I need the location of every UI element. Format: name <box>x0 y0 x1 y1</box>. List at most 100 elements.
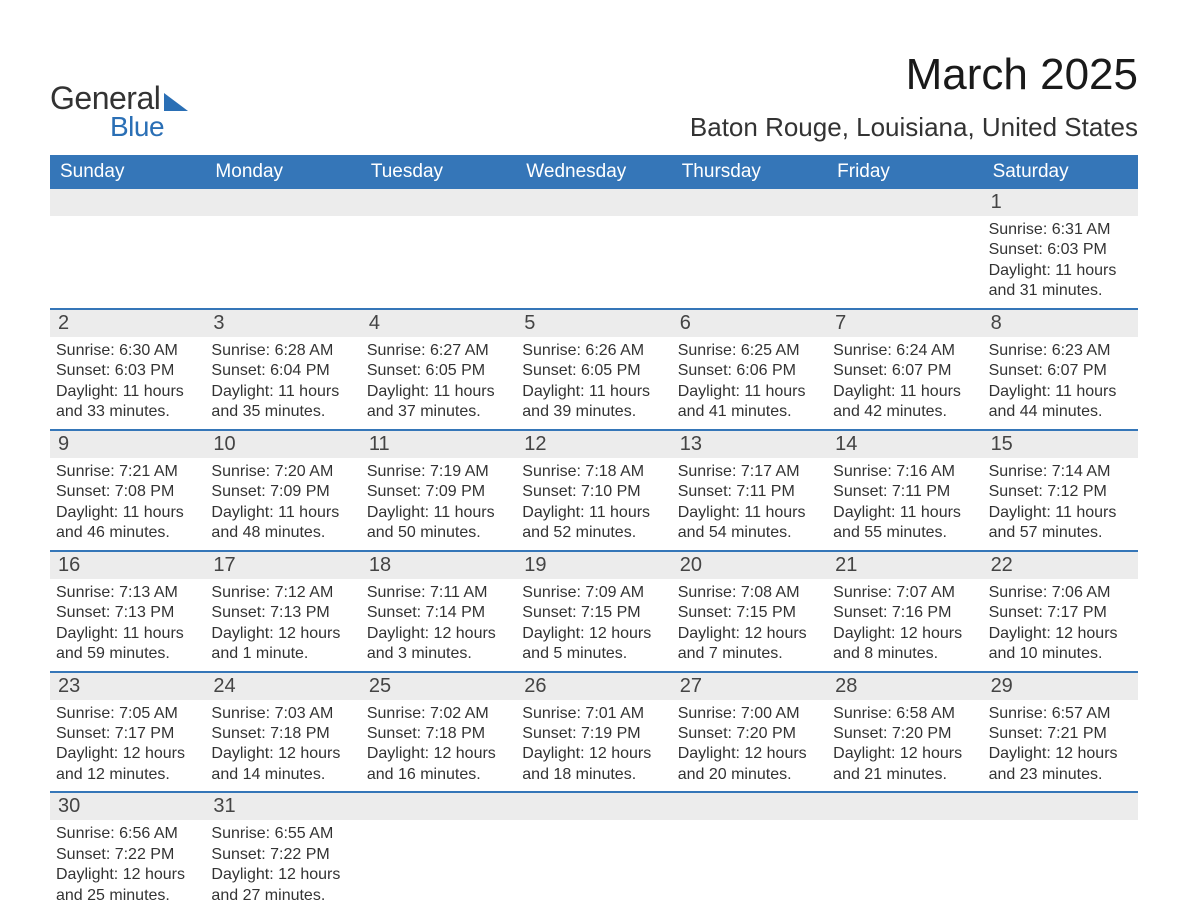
daylight-text-2: and 33 minutes. <box>56 402 199 422</box>
daylight-text-1: Daylight: 11 hours <box>56 382 199 402</box>
sunrise-text: Sunrise: 6:56 AM <box>56 824 199 844</box>
daylight-text-2: and 37 minutes. <box>367 402 510 422</box>
sunrise-text: Sunrise: 6:25 AM <box>678 341 821 361</box>
daylight-text-2: and 14 minutes. <box>211 765 354 785</box>
sunset-text: Sunset: 7:14 PM <box>367 603 510 623</box>
daylight-text-2: and 18 minutes. <box>522 765 665 785</box>
day-number <box>361 793 516 820</box>
sunset-text: Sunset: 7:09 PM <box>367 482 510 502</box>
day-number <box>672 189 827 216</box>
day-number: 6 <box>672 310 827 337</box>
day-cell: Sunrise: 7:00 AMSunset: 7:20 PMDaylight:… <box>672 700 827 792</box>
daylight-text-2: and 7 minutes. <box>678 644 821 664</box>
daylight-text-2: and 16 minutes. <box>367 765 510 785</box>
daylight-text-1: Daylight: 11 hours <box>989 261 1132 281</box>
daylight-text-2: and 52 minutes. <box>522 523 665 543</box>
day-cell <box>361 820 516 912</box>
sunset-text: Sunset: 6:07 PM <box>833 361 976 381</box>
sunrise-text: Sunrise: 6:28 AM <box>211 341 354 361</box>
day-cell: Sunrise: 7:17 AMSunset: 7:11 PMDaylight:… <box>672 458 827 550</box>
day-cell: Sunrise: 7:06 AMSunset: 7:17 PMDaylight:… <box>983 579 1138 671</box>
daylight-text-1: Daylight: 12 hours <box>522 744 665 764</box>
day-cell <box>672 820 827 912</box>
daylight-text-2: and 35 minutes. <box>211 402 354 422</box>
day-cell <box>827 820 982 912</box>
daylight-text-1: Daylight: 12 hours <box>367 744 510 764</box>
day-number: 19 <box>516 552 671 579</box>
day-cell: Sunrise: 7:11 AMSunset: 7:14 PMDaylight:… <box>361 579 516 671</box>
day-number: 27 <box>672 673 827 700</box>
daylight-text-1: Daylight: 11 hours <box>833 382 976 402</box>
sunrise-text: Sunrise: 7:12 AM <box>211 583 354 603</box>
day-cell: Sunrise: 6:58 AMSunset: 7:20 PMDaylight:… <box>827 700 982 792</box>
daylight-text-1: Daylight: 12 hours <box>211 624 354 644</box>
header: General Blue March 2025 Baton Rouge, Lou… <box>50 50 1138 143</box>
day-cell: Sunrise: 7:19 AMSunset: 7:09 PMDaylight:… <box>361 458 516 550</box>
brand-triangle-icon <box>164 93 188 111</box>
daylight-text-1: Daylight: 11 hours <box>211 382 354 402</box>
sunset-text: Sunset: 7:15 PM <box>678 603 821 623</box>
day-cell: Sunrise: 6:24 AMSunset: 6:07 PMDaylight:… <box>827 337 982 429</box>
day-number: 8 <box>983 310 1138 337</box>
day-cell: Sunrise: 7:02 AMSunset: 7:18 PMDaylight:… <box>361 700 516 792</box>
day-cell <box>672 216 827 308</box>
day-number: 17 <box>205 552 360 579</box>
sunset-text: Sunset: 7:22 PM <box>211 845 354 865</box>
weeks-container: 1Sunrise: 6:31 AMSunset: 6:03 PMDaylight… <box>50 189 1138 912</box>
dow-friday: Friday <box>827 155 982 189</box>
day-number <box>827 189 982 216</box>
day-cell <box>983 820 1138 912</box>
day-number <box>50 189 205 216</box>
day-cell <box>205 216 360 308</box>
week-daybody-row: Sunrise: 6:56 AM Sunset: 7:22 PMDaylight:… <box>50 820 1138 912</box>
sunset-text: Sunset: 7:18 PM <box>211 724 354 744</box>
day-number <box>516 793 671 820</box>
day-cell: Sunrise: 7:05 AMSunset: 7:17 PMDaylight:… <box>50 700 205 792</box>
brand-text-2: Blue <box>110 111 188 143</box>
dow-monday: Monday <box>205 155 360 189</box>
day-number: 25 <box>361 673 516 700</box>
day-cell: Sunrise: 6:27 AMSunset: 6:05 PMDaylight:… <box>361 337 516 429</box>
day-cell <box>50 216 205 308</box>
sunset-text: Sunset: 7:19 PM <box>522 724 665 744</box>
daylight-text-2: and 23 minutes. <box>989 765 1132 785</box>
day-cell: Sunrise: 6:31 AMSunset: 6:03 PMDaylight:… <box>983 216 1138 308</box>
day-cell: Sunrise: 7:08 AMSunset: 7:15 PMDaylight:… <box>672 579 827 671</box>
daylight-text-1: Daylight: 11 hours <box>367 503 510 523</box>
week-daynum-row: 9101112131415 <box>50 429 1138 458</box>
daylight-text-2: and 20 minutes. <box>678 765 821 785</box>
day-cell: Sunrise: 7:09 AMSunset: 7:15 PMDaylight:… <box>516 579 671 671</box>
daylight-text-2: and 55 minutes. <box>833 523 976 543</box>
day-number: 20 <box>672 552 827 579</box>
daylight-text-2: and 12 minutes. <box>56 765 199 785</box>
sunrise-text: Sunrise: 7:03 AM <box>211 704 354 724</box>
daylight-text-2: and 25 minutes. <box>56 886 199 906</box>
day-number: 4 <box>361 310 516 337</box>
sunrise-text: Sunrise: 7:17 AM <box>678 462 821 482</box>
brand-logo: General Blue <box>50 80 188 143</box>
day-cell: Sunrise: 7:14 AMSunset: 7:12 PMDaylight:… <box>983 458 1138 550</box>
daylight-text-1: Daylight: 11 hours <box>833 503 976 523</box>
daylight-text-1: Daylight: 12 hours <box>989 624 1132 644</box>
daylight-text-1: Daylight: 11 hours <box>367 382 510 402</box>
week-daybody-row: Sunrise: 7:05 AMSunset: 7:17 PMDaylight:… <box>50 700 1138 792</box>
daylight-text-1: Daylight: 11 hours <box>989 503 1132 523</box>
sunset-text: Sunset: 7:10 PM <box>522 482 665 502</box>
daylight-text-2: and 50 minutes. <box>367 523 510 543</box>
day-number: 1 <box>983 189 1138 216</box>
week-daynum-row: 3031 <box>50 791 1138 820</box>
sunrise-text: Sunrise: 7:01 AM <box>522 704 665 724</box>
daylight-text-2: and 8 minutes. <box>833 644 976 664</box>
sunrise-text: Sunrise: 7:08 AM <box>678 583 821 603</box>
week-daynum-row: 23242526272829 <box>50 671 1138 700</box>
week-daybody-row: Sunrise: 7:13 AMSunset: 7:13 PMDaylight:… <box>50 579 1138 671</box>
day-number: 18 <box>361 552 516 579</box>
day-cell: Sunrise: 6:30 AMSunset: 6:03 PMDaylight:… <box>50 337 205 429</box>
day-cell: Sunrise: 7:03 AMSunset: 7:18 PMDaylight:… <box>205 700 360 792</box>
daylight-text-2: and 10 minutes. <box>989 644 1132 664</box>
day-number <box>361 189 516 216</box>
sunrise-text: Sunrise: 7:18 AM <box>522 462 665 482</box>
daylight-text-1: Daylight: 12 hours <box>211 865 354 885</box>
sunrise-text: Sunrise: 7:00 AM <box>678 704 821 724</box>
day-number: 21 <box>827 552 982 579</box>
